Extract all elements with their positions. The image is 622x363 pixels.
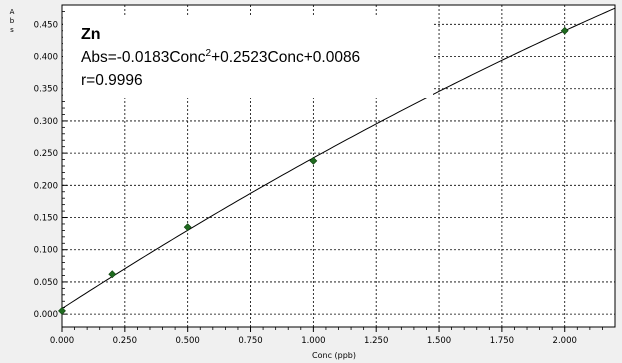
y-tick-label: 0.400 (34, 53, 58, 63)
y-axis-title: Abs (10, 8, 15, 34)
data-point (108, 270, 117, 279)
y-tick-label: 0.050 (34, 278, 58, 288)
x-tick-label: 0.250 (113, 336, 137, 346)
equation-suffix: +0.2523Conc+0.0086 (211, 49, 360, 66)
x-tick-label: 1.500 (427, 336, 451, 346)
x-tick-label: 0.500 (176, 336, 200, 346)
y-tick-label: 0.450 (34, 20, 58, 30)
x-tick-label: 1.250 (364, 336, 388, 346)
fit-equation: Abs=-0.0183Conc2+0.2523Conc+0.0086 (81, 48, 360, 66)
y-tick-label: 0.250 (34, 149, 58, 159)
element-label: Zn (81, 26, 101, 43)
y-axis-title-letter: A (10, 8, 15, 16)
x-tick-label: 1.000 (301, 336, 325, 346)
x-tick-label: 2.000 (553, 336, 577, 346)
correlation-coefficient: r=0.9996 (81, 72, 143, 89)
equation-superscript: 2 (206, 48, 212, 59)
data-points (58, 26, 569, 315)
y-tick-label: 0.200 (34, 181, 58, 191)
y-tick-label: 0.150 (34, 214, 58, 224)
y-tick-label: 0.300 (34, 117, 58, 127)
fit-curve-layer (61, 7, 616, 310)
y-axis-title-letter: b (10, 17, 15, 25)
y-tick-label: 0.000 (34, 310, 58, 320)
equation-prefix: Abs=-0.0183Conc (81, 49, 206, 66)
x-tick-label: 0.000 (50, 336, 74, 346)
x-tick-label: 1.750 (490, 336, 514, 346)
x-axis-title: Conc (ppb) (312, 351, 356, 360)
fit-curve (61, 7, 616, 310)
data-point (309, 156, 318, 165)
x-tick-label: 0.750 (238, 336, 262, 346)
data-point (183, 223, 192, 232)
data-point (560, 26, 569, 35)
y-tick-label: 0.100 (34, 246, 58, 256)
data-point (58, 306, 66, 315)
annotation-box (63, 16, 433, 98)
tick-labels: 0.000 0.050 0.100 0.150 0.200 0.250 0.300 0.350… (34, 20, 577, 346)
y-tick-label: 0.350 (34, 85, 58, 95)
y-axis-title-letter: s (10, 26, 14, 34)
